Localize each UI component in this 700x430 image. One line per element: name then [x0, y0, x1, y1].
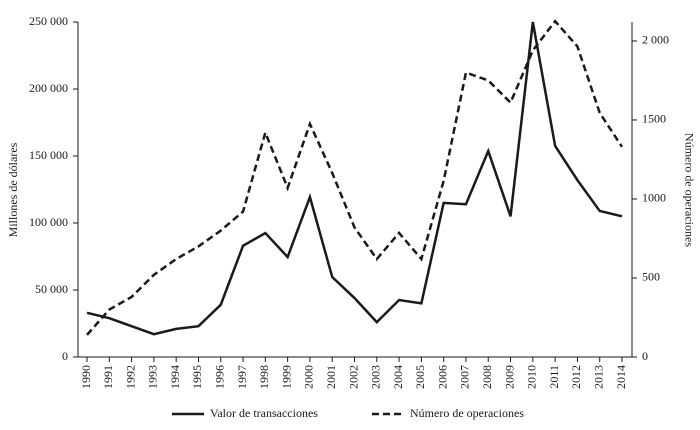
x-tick-label: 2004 [391, 365, 405, 389]
y2-tick-label: 2 000 [642, 33, 669, 47]
x-tick-label: 2012 [569, 365, 583, 389]
y2-axis-label: Número de operaciones [682, 133, 696, 247]
y-tick-label: 50 000 [35, 282, 68, 296]
y2-tick-label: 1000 [642, 191, 666, 205]
y-tick-label: 200 000 [29, 81, 68, 95]
x-tick-label: 1994 [168, 365, 182, 389]
x-tick-label: 2008 [480, 365, 494, 389]
x-tick-label: 2011 [547, 365, 561, 389]
y-axis-label: Millones de dólares [6, 142, 20, 237]
x-tick-label: 2014 [614, 365, 628, 389]
x-tick-label: 2013 [591, 365, 605, 389]
x-tick-label: 2010 [525, 365, 539, 389]
x-tick-label: 2005 [413, 365, 427, 389]
x-tick-label: 1990 [79, 365, 93, 389]
x-tick-label: 1997 [235, 365, 249, 389]
x-tick-label: 1992 [123, 365, 137, 389]
x-tick-label: 2000 [302, 365, 316, 389]
y2-tick-label: 0 [642, 349, 648, 363]
data-line [86, 19, 624, 336]
legend-label: Número de operaciones [410, 406, 524, 420]
x-tick-label: 2003 [369, 365, 383, 389]
y2-tick-label: 1500 [642, 112, 666, 126]
y-tick-label: 250 000 [29, 14, 68, 28]
data-line [86, 21, 623, 336]
x-tick-label: 2009 [502, 365, 516, 389]
y-tick-label: 150 000 [29, 148, 68, 162]
x-tick-label: 2002 [346, 365, 360, 389]
x-tick-label: 2006 [435, 365, 449, 389]
x-tick-label: 1991 [101, 365, 115, 389]
x-tick-label: 2001 [324, 365, 338, 389]
x-tick-label: 1995 [190, 365, 204, 389]
x-tick-label: 1996 [213, 365, 227, 389]
y2-tick-label: 500 [642, 270, 660, 284]
x-tick-label: 2007 [458, 365, 472, 389]
x-tick-label: 1998 [257, 365, 271, 389]
y-tick-label: 0 [62, 349, 68, 363]
x-tick-label: 1993 [146, 365, 160, 389]
y-tick-label: 100 000 [29, 215, 68, 229]
legend-label: Valor de transacciones [210, 406, 318, 420]
x-tick-label: 1999 [279, 365, 293, 389]
